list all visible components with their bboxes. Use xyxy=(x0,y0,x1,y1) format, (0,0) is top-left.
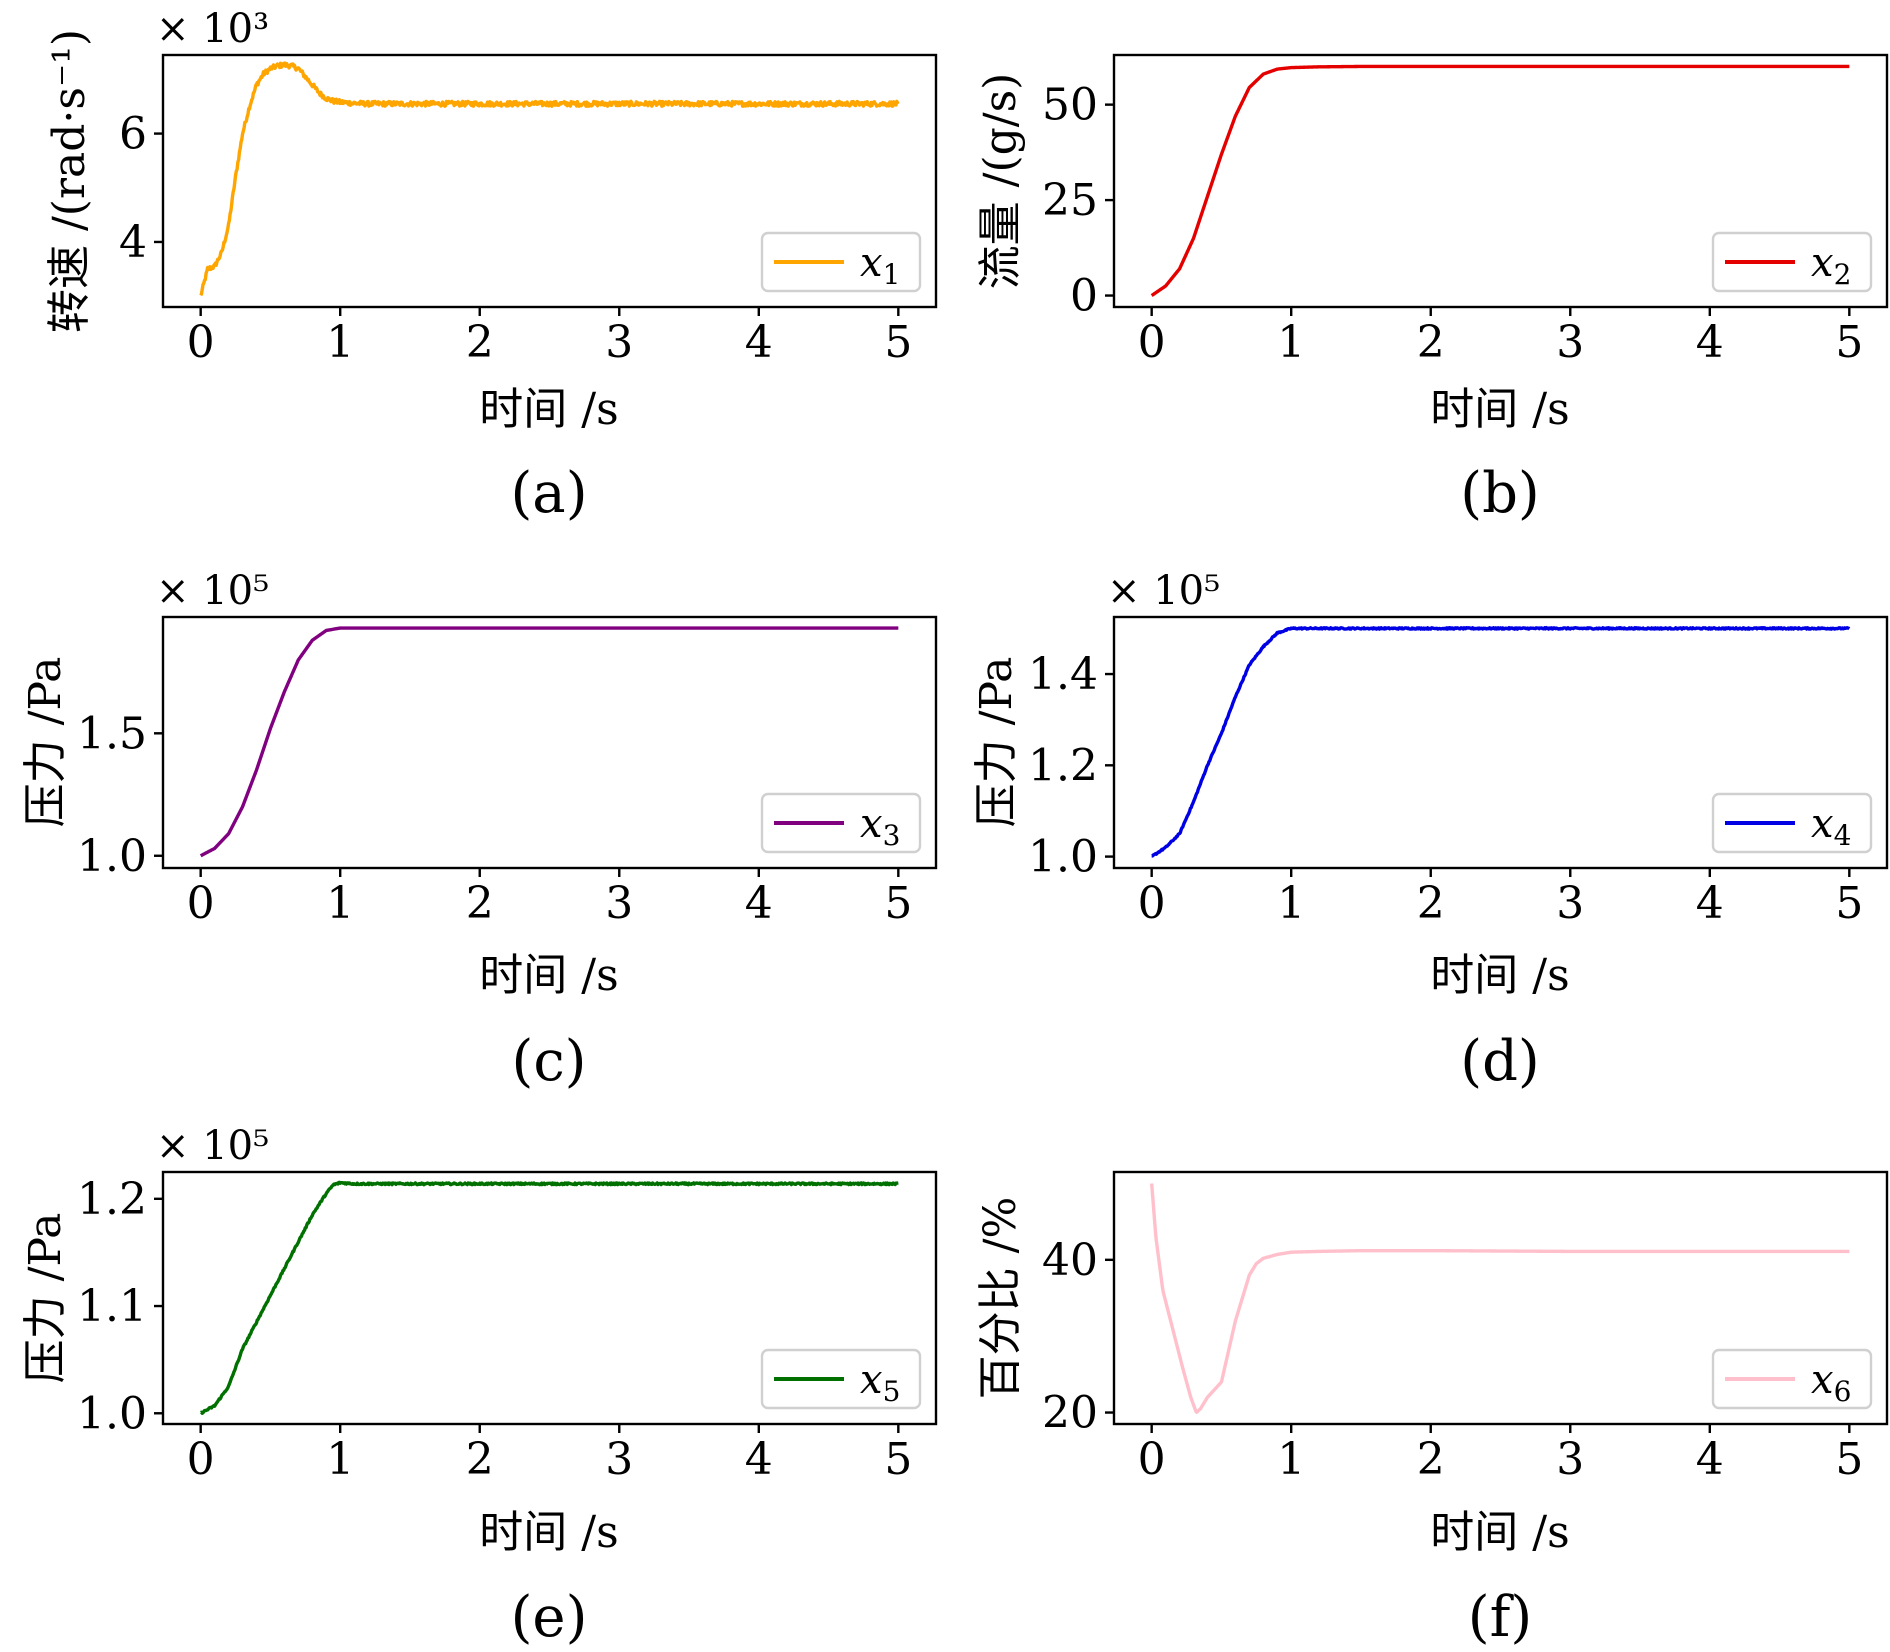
y-exponent-label: × 10⁵ xyxy=(156,568,269,614)
y-tick-label: 4 xyxy=(119,217,147,268)
y-tick-label: 1.2 xyxy=(77,1174,147,1225)
series-line xyxy=(199,626,900,858)
series-line xyxy=(1150,64,1851,297)
panel-caption: (e) xyxy=(511,1585,588,1650)
y-axis-label: 转速 /(rad·s⁻¹) xyxy=(44,29,95,333)
x-tick-label: 4 xyxy=(745,317,773,368)
x-axis-label: 时间 /s xyxy=(1430,950,1569,1001)
x-tick-label: 0 xyxy=(187,878,215,929)
panel-caption: (c) xyxy=(511,1029,586,1094)
y-axis-label: 流量 /(g/s) xyxy=(975,73,1026,290)
x-tick-label: 1 xyxy=(1277,317,1305,368)
x-tick-label: 1 xyxy=(326,317,354,368)
x-tick-label: 5 xyxy=(1835,1434,1863,1485)
x-tick-label: 4 xyxy=(745,1434,773,1485)
x-tick-label: 5 xyxy=(1835,878,1863,929)
y-axis-label: 压力 /Pa xyxy=(20,1213,71,1384)
x-tick-label: 3 xyxy=(605,317,633,368)
x-tick-label: 3 xyxy=(605,878,633,929)
series-line xyxy=(1149,1183,1851,1414)
panel-caption: (b) xyxy=(1460,461,1540,526)
x-tick-label: 4 xyxy=(1696,317,1724,368)
panel-caption: (a) xyxy=(510,461,587,526)
x-tick-label: 2 xyxy=(1417,1434,1445,1485)
x-axis-label: 时间 /s xyxy=(479,1507,618,1558)
x-tick-label: 2 xyxy=(1417,878,1445,929)
y-tick-label: 25 xyxy=(1042,175,1098,226)
series-line xyxy=(1150,626,1851,858)
y-tick-label: 6 xyxy=(119,109,147,160)
plot-frame xyxy=(161,615,938,870)
panel-caption: (d) xyxy=(1460,1029,1540,1094)
x-tick-label: 1 xyxy=(1277,878,1305,929)
y-exponent-label: × 10⁵ xyxy=(156,1123,269,1169)
y-tick-label: 1.0 xyxy=(1028,832,1098,883)
x-tick-label: 5 xyxy=(884,1434,912,1485)
x-tick-label: 5 xyxy=(884,317,912,368)
y-tick-label: 1.2 xyxy=(1028,740,1098,791)
x-tick-label: 1 xyxy=(1277,1434,1305,1485)
x-tick-label: 1 xyxy=(326,878,354,929)
x-tick-label: 4 xyxy=(1696,1434,1724,1485)
y-tick-label: 1.5 xyxy=(77,708,147,759)
x-tick-label: 0 xyxy=(187,1434,215,1485)
y-exponent-label: × 10³ xyxy=(156,6,269,52)
series-line xyxy=(199,1180,900,1415)
x-tick-label: 2 xyxy=(1417,317,1445,368)
y-tick-label: 1.1 xyxy=(77,1281,147,1332)
panel-c: × 10⁵ 压力 /Pa 时间 /s (c) 0 1 2 3 4 51.01.5x3 xyxy=(20,568,938,1094)
x-tick-label: 0 xyxy=(1138,878,1166,929)
y-axis-label: 压力 /Pa xyxy=(971,657,1022,828)
y-axis-label: 百分比 /% xyxy=(975,1197,1026,1400)
series-line xyxy=(199,61,900,297)
plot-frame xyxy=(161,53,938,309)
x-tick-label: 0 xyxy=(1138,317,1166,368)
panel-caption: (f) xyxy=(1468,1585,1532,1650)
y-tick-label: 1.0 xyxy=(77,1388,147,1439)
x-tick-label: 5 xyxy=(884,878,912,929)
x-tick-label: 1 xyxy=(326,1434,354,1485)
x-tick-label: 3 xyxy=(605,1434,633,1485)
x-tick-label: 2 xyxy=(466,1434,494,1485)
y-tick-label: 1.0 xyxy=(77,831,147,882)
panel-e: × 10⁵ 压力 /Pa 时间 /s (e) 0 1 2 3 4 51.01.11.2x5 xyxy=(20,1123,938,1650)
x-tick-label: 3 xyxy=(1556,878,1584,929)
y-axis-label: 压力 /Pa xyxy=(20,657,71,828)
y-tick-label: 1.4 xyxy=(1028,649,1098,700)
x-tick-label: 4 xyxy=(1696,878,1724,929)
y-tick-label: 50 xyxy=(1042,80,1098,131)
plot-frame xyxy=(1112,53,1889,309)
plot-frame xyxy=(161,1170,938,1426)
x-tick-label: 4 xyxy=(745,878,773,929)
x-tick-label: 2 xyxy=(466,317,494,368)
x-tick-label: 5 xyxy=(1835,317,1863,368)
x-tick-label: 3 xyxy=(1556,317,1584,368)
plot-frame xyxy=(1112,1170,1889,1426)
x-axis-label: 时间 /s xyxy=(1430,384,1569,435)
y-tick-label: 20 xyxy=(1042,1388,1098,1439)
plot-frame xyxy=(1112,615,1889,870)
x-tick-label: 3 xyxy=(1556,1434,1584,1485)
x-tick-label: 0 xyxy=(1138,1434,1166,1485)
y-tick-label: 40 xyxy=(1042,1235,1098,1286)
x-axis-label: 时间 /s xyxy=(479,950,618,1001)
panel-d: × 10⁵ 压力 /Pa 时间 /s (d) 0 1 2 3 4 51.01.21.4x4 xyxy=(971,568,1889,1094)
x-tick-label: 2 xyxy=(466,878,494,929)
x-tick-label: 0 xyxy=(187,317,215,368)
y-tick-label: 0 xyxy=(1070,271,1098,322)
y-exponent-label: × 10⁵ xyxy=(1107,568,1220,614)
x-axis-label: 时间 /s xyxy=(479,384,618,435)
x-axis-label: 时间 /s xyxy=(1430,1507,1569,1558)
